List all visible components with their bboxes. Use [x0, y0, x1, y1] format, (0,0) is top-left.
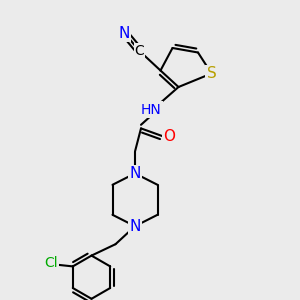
Text: HN: HN	[141, 103, 162, 116]
Text: N: N	[129, 219, 141, 234]
Text: N: N	[129, 166, 141, 181]
Text: O: O	[163, 129, 175, 144]
Text: Cl: Cl	[44, 256, 58, 270]
Text: S: S	[207, 66, 216, 81]
Text: C: C	[135, 44, 144, 58]
Text: N: N	[119, 26, 130, 40]
